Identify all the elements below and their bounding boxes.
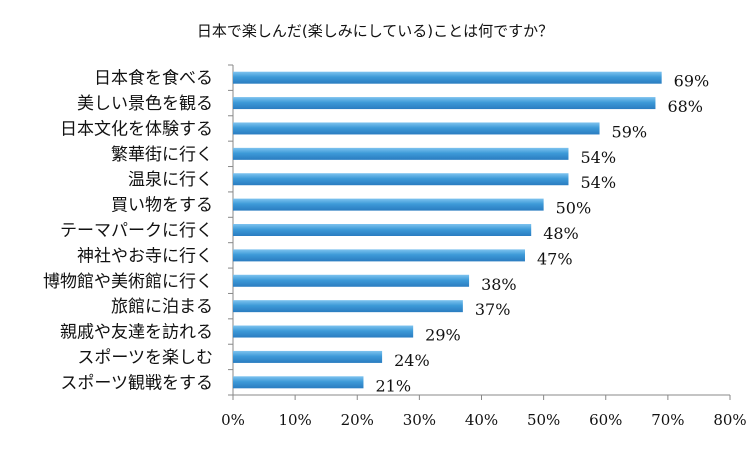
x-tick-label: 0% — [221, 411, 245, 429]
data-label: 54% — [580, 173, 616, 192]
category-label: 親戚や友達を訪れる — [60, 323, 213, 343]
category-label: 日本文化を体験する — [60, 119, 213, 139]
bar — [233, 173, 569, 186]
category-label: スポーツ観戦をする — [60, 373, 213, 393]
axes: 0% 10% 20% 30% 40% 50% 60% 70% 80% — [221, 64, 747, 429]
bar — [233, 300, 463, 313]
data-label: 47% — [537, 249, 573, 268]
data-label: 21% — [375, 376, 411, 395]
x-tick-label: 60% — [589, 411, 622, 429]
x-tick-label: 40% — [465, 411, 498, 429]
bar — [233, 350, 383, 363]
bar — [233, 122, 600, 135]
category-label: 美しい景色を観る — [77, 94, 213, 114]
bar — [233, 274, 470, 287]
category-label: テーマパークに行く — [60, 221, 213, 241]
data-label: 38% — [481, 275, 517, 294]
bar — [233, 249, 525, 262]
bar — [233, 325, 414, 338]
data-label: 37% — [475, 300, 511, 319]
data-label: 68% — [667, 97, 703, 116]
category-label: 日本食を食べる — [94, 69, 213, 89]
bar — [233, 71, 662, 84]
category-label: 神社やお寺に行く — [77, 246, 213, 266]
category-label: 買い物をする — [111, 196, 213, 216]
x-tick-label: 10% — [278, 411, 311, 429]
category-label: スポーツを楽しむ — [77, 348, 213, 368]
bar — [233, 224, 532, 236]
category-label: 博物館や美術館に行く — [43, 272, 213, 292]
bar — [233, 147, 569, 160]
data-label: 69% — [674, 72, 710, 91]
data-label: 24% — [394, 351, 430, 370]
data-label: 54% — [580, 148, 616, 167]
category-label: 旅館に泊まる — [111, 297, 213, 317]
bars — [233, 71, 662, 389]
x-tick-label: 70% — [651, 411, 684, 429]
x-tick-label: 50% — [527, 411, 560, 429]
labels: 日本食を食べる 69% 美しい景色を観る 68% 日本文化を体験する 59% 繁華街に行く 5… — [43, 69, 709, 396]
x-tick-label: 20% — [341, 411, 374, 429]
chart-title: 日本で楽しんだ(楽しみにしている)ことは何ですか？ — [196, 22, 554, 40]
x-tick-label: 30% — [403, 411, 436, 429]
data-label: 29% — [425, 326, 461, 345]
category-label: 繁華街に行く — [111, 145, 213, 165]
data-label: 48% — [543, 224, 579, 243]
bar — [233, 97, 656, 110]
bar — [233, 198, 544, 211]
category-label: 温泉に行く — [128, 170, 213, 190]
data-label: 59% — [612, 122, 648, 141]
bar — [233, 376, 364, 389]
x-tick-label: 80% — [713, 411, 746, 429]
data-label: 50% — [556, 199, 592, 218]
